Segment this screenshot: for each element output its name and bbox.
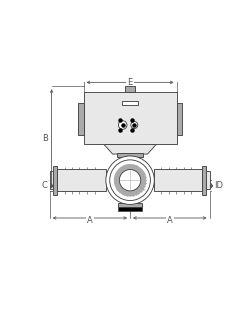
Circle shape: [118, 121, 127, 129]
Bar: [118, 207, 142, 211]
Bar: [120, 204, 140, 207]
Circle shape: [131, 121, 138, 128]
Text: E: E: [128, 78, 133, 87]
Text: A: A: [87, 216, 93, 225]
Bar: [202, 166, 206, 195]
Text: A: A: [167, 216, 173, 225]
Bar: [154, 169, 202, 191]
Bar: [84, 92, 176, 144]
Text: ID: ID: [214, 181, 223, 190]
Bar: [50, 172, 53, 189]
Bar: [117, 153, 143, 157]
Bar: [118, 203, 142, 207]
Text: C: C: [41, 181, 47, 190]
Bar: [125, 86, 136, 92]
Bar: [122, 101, 138, 105]
Circle shape: [106, 156, 154, 204]
Text: B: B: [42, 134, 48, 143]
Bar: [78, 103, 84, 135]
Bar: [206, 172, 210, 189]
Polygon shape: [104, 144, 156, 154]
Circle shape: [110, 160, 150, 201]
Bar: [176, 103, 182, 135]
Bar: [120, 154, 141, 156]
Circle shape: [120, 170, 141, 191]
Bar: [58, 169, 106, 191]
Bar: [53, 166, 58, 195]
